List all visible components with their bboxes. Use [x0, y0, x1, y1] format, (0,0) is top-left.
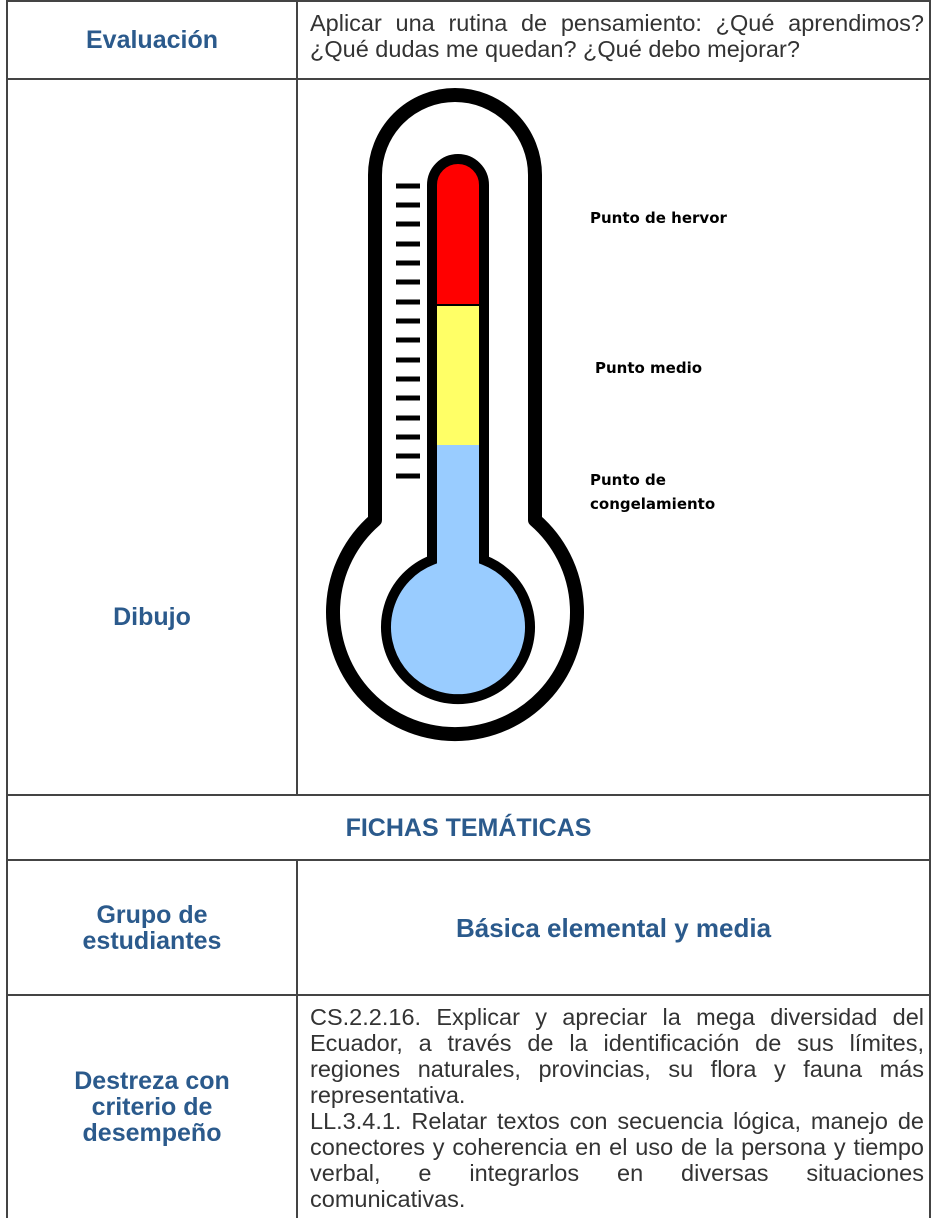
thermometer-tube [381, 154, 535, 705]
row-label: Grupo de estudiantes [82, 900, 222, 955]
border [296, 860, 298, 1218]
thermometer-ticks [396, 183, 420, 479]
row-text: Básica elemental y media [455, 912, 772, 943]
border [6, 0, 8, 1218]
paragraph: CS.2.2.16. Explicar y apreciar la mega d… [310, 1004, 924, 1108]
border [6, 794, 931, 796]
border [6, 994, 931, 996]
border [296, 0, 298, 795]
row-label: Evaluación [86, 26, 218, 54]
border [6, 78, 931, 80]
drawing-label: Punto de congelamiento [590, 471, 716, 513]
row-label: Destreza con criterio de desempeño [74, 1067, 230, 1147]
section-heading: FICHAS TEMÁTICAS [345, 813, 592, 842]
row-label: Dibujo [113, 603, 191, 631]
thermometer-drawing [326, 88, 584, 742]
drawing-label: Punto medio [595, 359, 703, 377]
drawing-label: Punto de hervor [590, 209, 727, 227]
paragraph: LL.3.4.1. Relatar textos con secuencia l… [310, 1108, 924, 1212]
border [6, 0, 931, 2]
row-text: CS.2.2.16. Explicar y apreciar la mega d… [298, 1004, 930, 1218]
border [6, 859, 931, 861]
border [929, 0, 931, 1218]
row-text: Aplicar una rutina de pensamiento: ¿Qué … [310, 10, 924, 62]
